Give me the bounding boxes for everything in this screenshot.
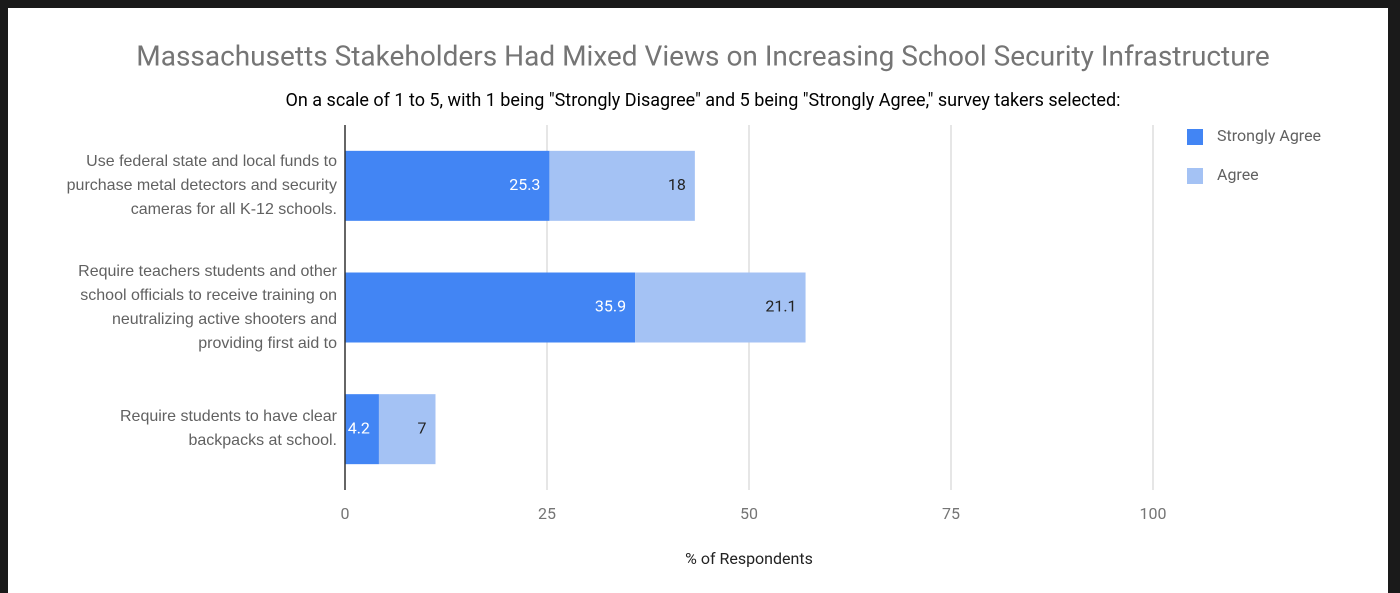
x-tick-label: 75: [942, 504, 960, 523]
data-label: 7: [417, 418, 426, 437]
y-tick-label: Use federal state and local funds to pur…: [66, 152, 337, 218]
x-tick-label: 25: [538, 504, 556, 523]
chart-subtitle: On a scale of 1 to 5, with 1 being "Stro…: [285, 90, 1120, 111]
legend-label: Strongly Agree: [1217, 126, 1321, 145]
y-tick-label: Require students to have clear backpacks…: [119, 408, 337, 450]
x-tick-label: 50: [740, 504, 758, 523]
chart-title: Massachusetts Stakeholders Had Mixed Vie…: [136, 39, 1269, 72]
data-label: 18: [668, 175, 686, 194]
data-label: 35.9: [595, 297, 626, 316]
bar-segment: [549, 150, 695, 221]
x-tick-label: 100: [1140, 504, 1167, 523]
x-axis-label: % of Respondents: [685, 549, 813, 568]
bar-segment: [345, 272, 636, 343]
x-tick-label: 0: [341, 504, 350, 523]
bar-segment: [345, 394, 379, 465]
data-label: 25.3: [509, 175, 540, 194]
bar-segment: [345, 150, 550, 221]
data-label: 4.2: [348, 418, 370, 437]
y-tick-label: Require teachers students and other scho…: [78, 262, 337, 352]
legend-label: Agree: [1217, 165, 1259, 184]
bar-segment: [635, 272, 806, 343]
bar-segment: [378, 394, 436, 465]
legend-swatch: [1187, 168, 1203, 184]
data-label: 21.1: [765, 297, 796, 316]
legend-swatch: [1187, 129, 1203, 145]
